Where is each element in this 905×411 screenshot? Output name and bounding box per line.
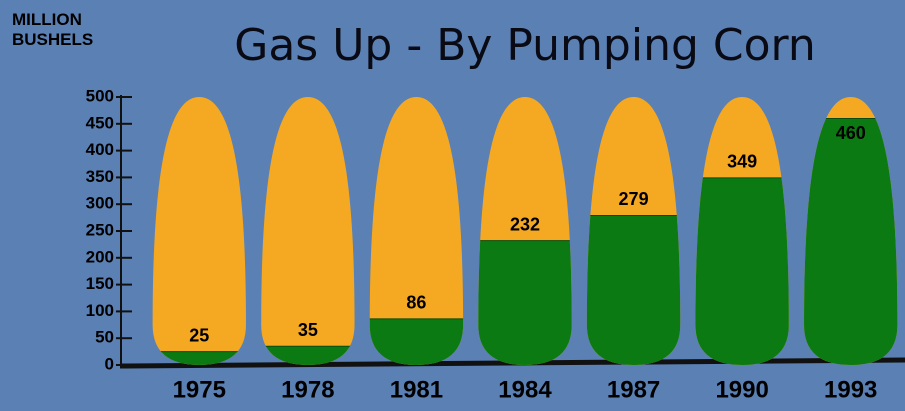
x-tick-label: 1984 xyxy=(498,376,552,403)
bar xyxy=(796,118,905,365)
value-label: 25 xyxy=(189,325,209,345)
value-label: 86 xyxy=(406,293,426,313)
y-tick-label: 0 xyxy=(105,354,114,373)
y-axis-label: MILLION BUSHELS xyxy=(12,10,92,50)
value-label: 279 xyxy=(619,189,649,209)
value-label: 35 xyxy=(298,320,318,340)
chart-title: Gas Up - By Pumping Corn xyxy=(234,20,815,71)
value-label: 460 xyxy=(836,123,866,143)
y-tick-label: 250 xyxy=(86,220,114,239)
x-tick-label: 1990 xyxy=(715,376,768,403)
y-tick-label: 400 xyxy=(86,140,114,159)
x-tick-label: 1981 xyxy=(390,376,443,403)
y-tick-label: 450 xyxy=(86,113,114,132)
y-tick-label: 150 xyxy=(86,274,114,293)
x-tick-label: 1975 xyxy=(173,376,226,403)
x-tick-label: 1987 xyxy=(607,376,660,403)
bar xyxy=(362,319,471,365)
y-tick-label: 300 xyxy=(86,194,114,213)
chart: Gas Up - By Pumping Corn 0 50 100 150 200 250… xyxy=(0,0,905,411)
x-tick-label: 1993 xyxy=(824,376,877,403)
bar xyxy=(579,215,688,365)
value-label: 349 xyxy=(727,152,757,172)
y-tick-label: 350 xyxy=(86,167,114,186)
x-tick-label: 1978 xyxy=(281,376,334,403)
chart-container: {"chart_data": {"type": "bar", "title": … xyxy=(0,0,905,411)
y-tick-label: 100 xyxy=(86,301,114,320)
bar xyxy=(471,241,580,365)
bar xyxy=(688,178,797,365)
y-tick-label: 50 xyxy=(95,328,114,347)
y-tick-label: 200 xyxy=(86,247,114,266)
value-label: 232 xyxy=(510,214,540,234)
y-tick-label: 500 xyxy=(86,86,114,105)
